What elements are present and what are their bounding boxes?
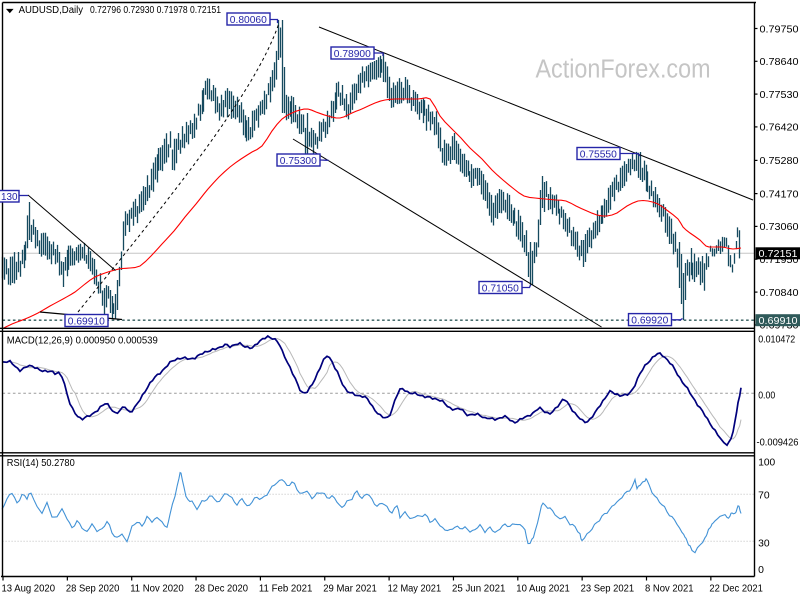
svg-text:0.72151: 0.72151 bbox=[759, 249, 798, 260]
svg-text:0: 0 bbox=[758, 565, 764, 576]
svg-text:0.75550: 0.75550 bbox=[580, 149, 617, 160]
svg-text:0.73060: 0.73060 bbox=[760, 222, 799, 233]
svg-text:28 Sep 2020: 28 Sep 2020 bbox=[66, 584, 120, 595]
svg-text:MACD(12,26,9) 0.000950 0.00053: MACD(12,26,9) 0.000950 0.000539 bbox=[7, 336, 158, 347]
svg-text:12 May 2021: 12 May 2021 bbox=[388, 584, 442, 595]
svg-text:0.69920: 0.69920 bbox=[631, 315, 668, 326]
svg-text:RSI(14) 50.2780: RSI(14) 50.2780 bbox=[7, 458, 75, 469]
svg-text:0.71950: 0.71950 bbox=[760, 255, 799, 266]
svg-text:70: 70 bbox=[758, 491, 770, 502]
svg-text:23 Sep 2021: 23 Sep 2021 bbox=[581, 584, 635, 595]
svg-text:0.78900: 0.78900 bbox=[334, 49, 371, 60]
svg-text:11 Feb 2021: 11 Feb 2021 bbox=[259, 584, 313, 595]
svg-text:0.69910: 0.69910 bbox=[68, 316, 105, 327]
svg-text:0.69910: 0.69910 bbox=[759, 316, 798, 327]
svg-text:8 Nov 2021: 8 Nov 2021 bbox=[645, 584, 694, 595]
svg-text:10 Aug 2021: 10 Aug 2021 bbox=[516, 584, 570, 595]
svg-text:0.010472: 0.010472 bbox=[758, 335, 795, 346]
svg-text:0.72796 0.72930 0.71978 0.7215: 0.72796 0.72930 0.71978 0.72151 bbox=[90, 5, 221, 16]
svg-text:25 Jun 2021: 25 Jun 2021 bbox=[452, 584, 506, 595]
svg-text:22 Dec 2021: 22 Dec 2021 bbox=[709, 584, 763, 595]
svg-text:0.70840: 0.70840 bbox=[760, 288, 799, 299]
svg-text:130: 130 bbox=[1, 192, 18, 203]
svg-text:0.75300: 0.75300 bbox=[280, 156, 317, 167]
svg-text:0.75280: 0.75280 bbox=[760, 156, 799, 167]
svg-text:100: 100 bbox=[758, 458, 775, 469]
svg-text:ActionForex.com: ActionForex.com bbox=[536, 56, 711, 84]
svg-text:30: 30 bbox=[758, 539, 770, 550]
svg-text:29 Mar 2021: 29 Mar 2021 bbox=[323, 584, 377, 595]
svg-text:13 Aug 2020: 13 Aug 2020 bbox=[2, 584, 56, 595]
svg-text:AUDUSD,Daily: AUDUSD,Daily bbox=[19, 5, 84, 16]
svg-text:0.71050: 0.71050 bbox=[482, 283, 519, 294]
svg-text:0.76420: 0.76420 bbox=[760, 123, 799, 134]
svg-text:0.78640: 0.78640 bbox=[760, 57, 799, 68]
svg-text:0.74170: 0.74170 bbox=[760, 189, 799, 200]
svg-text:11 Nov 2020: 11 Nov 2020 bbox=[130, 584, 184, 595]
svg-text:0.79750: 0.79750 bbox=[760, 24, 799, 35]
svg-text:0.77530: 0.77530 bbox=[760, 90, 799, 101]
svg-text:0.80060: 0.80060 bbox=[230, 15, 267, 26]
svg-text:0.00: 0.00 bbox=[758, 390, 775, 401]
svg-text:28 Dec 2020: 28 Dec 2020 bbox=[195, 584, 249, 595]
svg-text:-0.009426: -0.009426 bbox=[757, 438, 799, 449]
